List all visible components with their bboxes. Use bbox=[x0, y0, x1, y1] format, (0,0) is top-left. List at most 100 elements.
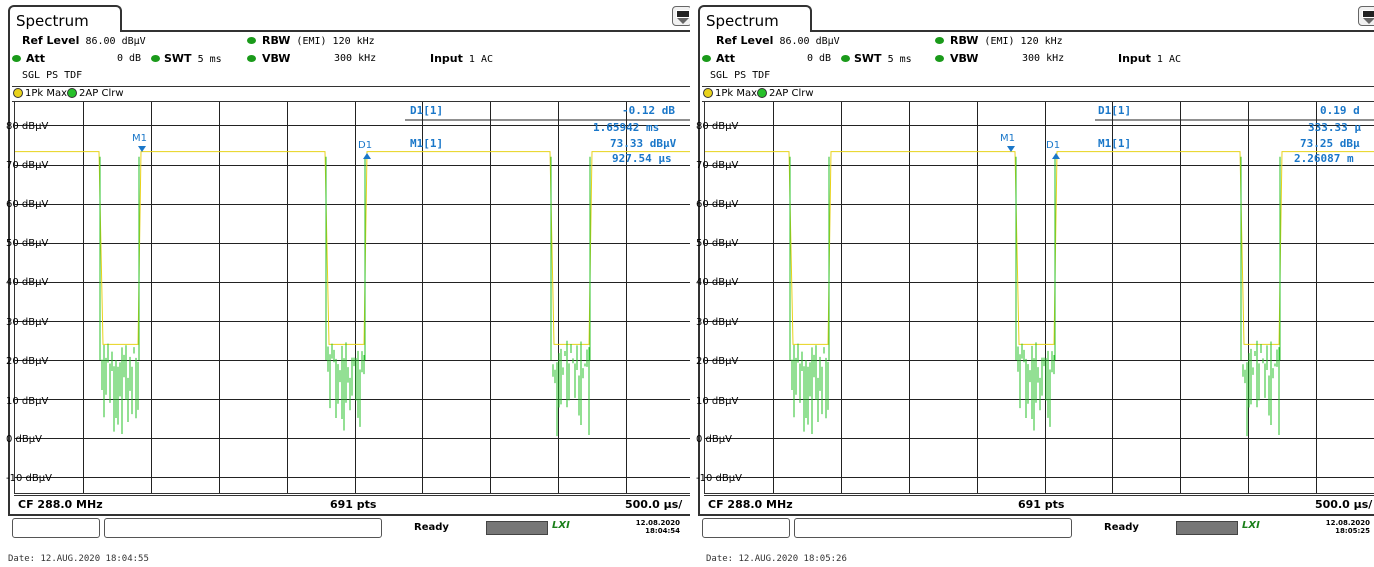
lxi-icon: LXI bbox=[1242, 520, 1260, 531]
marker-m1-label: M1[1] bbox=[410, 137, 444, 150]
ref-level-row: Ref Level 86.00 dBµV bbox=[22, 35, 146, 47]
center-frequency: CF 288.0 MHz bbox=[708, 498, 793, 511]
marker-m1-level: 73.25 dBµ bbox=[1300, 137, 1360, 150]
status-time: 18:04:54 bbox=[645, 527, 680, 535]
sweep-points: 691 pts bbox=[330, 498, 377, 511]
trace2-dot-icon bbox=[757, 88, 768, 98]
center-frequency: CF 288.0 MHz bbox=[18, 498, 103, 511]
status-bar: Ready LXI 12.08.2020 18:04:54 bbox=[8, 517, 690, 539]
trace1-dot-icon bbox=[13, 88, 23, 98]
tab-label: Spectrum bbox=[706, 12, 779, 30]
swt-dot-icon bbox=[151, 55, 160, 62]
spectrum-panel-right: Spectrum Ref Level 86.00 dBµV RBW (EMI) … bbox=[690, 0, 1374, 567]
status-date: 12.08.2020 bbox=[635, 519, 680, 527]
ytick: 50 dBµV bbox=[6, 238, 49, 249]
capture-date: Date: 12.AUG.2020 18:05:26 bbox=[706, 554, 847, 564]
ref-level-value: 86.00 dBµV bbox=[779, 36, 840, 47]
trace-1pk-max bbox=[705, 151, 1374, 345]
trace2-dot-icon bbox=[67, 88, 78, 98]
tab-spectrum[interactable]: Spectrum bbox=[8, 5, 122, 32]
status-bar: Ready LXI 12.08.2020 18:05:25 bbox=[698, 517, 1374, 539]
status-time: 18:05:25 bbox=[1335, 527, 1370, 535]
rbw-label: RBW bbox=[262, 34, 291, 47]
marker-d1-level: -0.12 dB bbox=[622, 104, 675, 117]
m1-marker-icon bbox=[1007, 146, 1015, 152]
ytick: 60 dBµV bbox=[696, 199, 739, 210]
trace1-dot-icon bbox=[703, 88, 713, 98]
ytick: 40 dBµV bbox=[6, 277, 49, 288]
m1-flag[interactable]: M1 bbox=[132, 133, 147, 144]
att-label: Att bbox=[716, 52, 736, 65]
vbw-dot-icon bbox=[935, 55, 944, 62]
vbw-value: 300 kHz bbox=[1022, 53, 1065, 64]
plot-grid[interactable] bbox=[14, 101, 690, 494]
d1-marker-icon bbox=[1052, 153, 1060, 159]
swt-value: 5 ms bbox=[887, 54, 912, 65]
rbw-value: (EMI) 120 kHz bbox=[296, 36, 375, 47]
marker-m1-level: 73.33 dBµV bbox=[610, 137, 677, 150]
ytick: 40 dBµV bbox=[696, 277, 739, 288]
status-meter bbox=[486, 521, 548, 535]
status-ready: Ready bbox=[1104, 522, 1139, 533]
ytick: 80 dBµV bbox=[696, 121, 739, 132]
ytick: -10 dBµV bbox=[6, 473, 52, 484]
ytick: -10 dBµV bbox=[696, 473, 742, 484]
input-value: 1 AC bbox=[1156, 54, 1182, 65]
mode-label: SGL PS TDF bbox=[22, 70, 83, 81]
ytick: 20 dBµV bbox=[696, 356, 739, 367]
att-value: 0 dB bbox=[807, 53, 832, 64]
display-frame bbox=[698, 30, 1374, 516]
plot-grid[interactable] bbox=[704, 101, 1374, 494]
marker-d1-time: 333.33 µ bbox=[1308, 121, 1361, 134]
ytick: 80 dBµV bbox=[6, 121, 49, 132]
ytick: 10 dBµV bbox=[696, 396, 739, 407]
trace2-label: 2AP Clrw bbox=[79, 88, 124, 99]
ytick: 10 dBµV bbox=[6, 396, 49, 407]
marker-m1-time: 2.26087 m bbox=[1294, 152, 1354, 165]
ytick: 0 dBµV bbox=[696, 434, 732, 445]
d1-flag[interactable]: D1 bbox=[358, 140, 373, 151]
status-field-2[interactable] bbox=[104, 518, 382, 538]
plot-svg-right bbox=[705, 102, 1374, 493]
sweep-points: 691 pts bbox=[1018, 498, 1065, 511]
tab-spectrum[interactable]: Spectrum bbox=[698, 5, 812, 32]
vbw-label: VBW bbox=[950, 52, 979, 65]
status-meter bbox=[1176, 521, 1238, 535]
rbw-dot-icon bbox=[247, 37, 256, 44]
mode-label: SGL PS TDF bbox=[710, 70, 771, 81]
capture-date: Date: 12.AUG.2020 18:04:55 bbox=[8, 554, 149, 564]
tab-label: Spectrum bbox=[16, 12, 89, 30]
marker-d1-label: D1[1] bbox=[1098, 104, 1132, 117]
rbw-dot-icon bbox=[935, 37, 944, 44]
rbw-value: (EMI) 120 kHz bbox=[984, 36, 1063, 47]
swt-dot-icon bbox=[841, 55, 850, 62]
ref-level-value: 86.00 dBµV bbox=[85, 36, 146, 47]
trace-1pk-max bbox=[15, 151, 690, 345]
trace1-label: 1Pk Max bbox=[715, 88, 758, 99]
m1-marker-icon bbox=[138, 146, 146, 152]
menu-icon[interactable] bbox=[672, 6, 690, 26]
m1-flag[interactable]: M1 bbox=[1000, 133, 1015, 144]
trace-legend: 1Pk Max 2AP Clrw bbox=[702, 86, 1374, 102]
marker-d1-level: 0.19 d bbox=[1320, 104, 1360, 117]
status-field-1[interactable] bbox=[702, 518, 790, 538]
menu-icon[interactable] bbox=[1358, 6, 1374, 26]
swt-label: SWT bbox=[854, 52, 882, 65]
status-field-1[interactable] bbox=[12, 518, 100, 538]
att-label: Att bbox=[26, 52, 46, 65]
lxi-icon: LXI bbox=[552, 520, 570, 531]
plot-svg-left bbox=[15, 102, 690, 493]
ytick: 30 dBµV bbox=[696, 317, 739, 328]
vbw-label: VBW bbox=[262, 52, 291, 65]
swt-value: 5 ms bbox=[197, 54, 222, 65]
spectrum-panel-left: Spectrum Ref Level 86.00 dBµV RBW (EMI) … bbox=[6, 5, 690, 564]
att-value: 0 dB bbox=[117, 53, 142, 64]
d1-flag[interactable]: D1 bbox=[1046, 140, 1061, 151]
ytick: 20 dBµV bbox=[6, 356, 49, 367]
ytick: 0 dBµV bbox=[6, 434, 42, 445]
d1-marker-icon bbox=[363, 153, 371, 159]
input-label: Input bbox=[430, 52, 463, 65]
trace1-label: 1Pk Max bbox=[25, 88, 68, 99]
status-field-2[interactable] bbox=[794, 518, 1072, 538]
time-per-div: 500.0 µs/ bbox=[1315, 498, 1373, 511]
